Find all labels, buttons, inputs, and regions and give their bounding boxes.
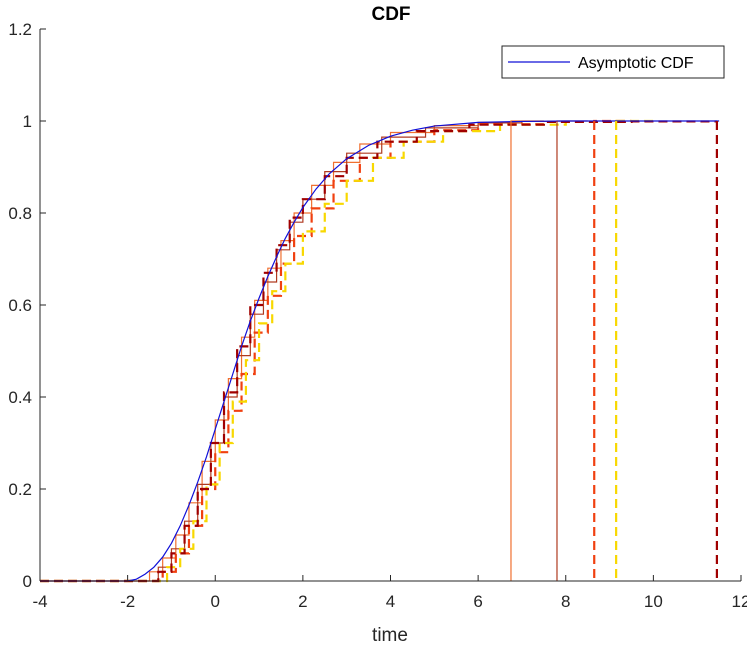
- y-tick-label: 1.2: [8, 20, 32, 39]
- legend: Asymptotic CDF: [501, 45, 725, 79]
- x-tick-label: 10: [644, 592, 663, 611]
- y-tick-label: 1: [23, 112, 32, 131]
- x-tick-label: 6: [473, 592, 482, 611]
- x-tick-label: 4: [386, 592, 395, 611]
- x-axis-title: time: [372, 625, 408, 646]
- x-tick-label: -4: [32, 592, 47, 611]
- series-line-run-1: [40, 120, 544, 582]
- series-line-run-4: [40, 119, 654, 583]
- x-tick-label: 12: [732, 592, 747, 611]
- x-tick-label: 2: [298, 592, 307, 611]
- x-ticks: -4 -2 0 2 4 6 8 10 12: [32, 575, 747, 611]
- x-tick-label: 8: [561, 592, 570, 611]
- chart-title: CDF: [371, 4, 410, 25]
- x-tick-label: -2: [120, 592, 135, 611]
- y-tick-label: 0.6: [8, 296, 32, 315]
- y-tick-label: 0.2: [8, 480, 32, 499]
- y-tick-label: 0.4: [8, 388, 32, 407]
- series-line-run-2: [40, 120, 588, 582]
- x-tick-label: 0: [211, 592, 220, 611]
- legend-label: Asymptotic CDF: [578, 55, 694, 72]
- series-line-run-3: [40, 119, 632, 583]
- series-line-asymptotic-cdf: [40, 120, 720, 582]
- y-ticks: 0 0.2 0.4 0.6 0.8 1 1.2: [8, 20, 46, 591]
- y-tick-label: 0: [23, 572, 32, 591]
- plot-area: [40, 119, 720, 583]
- y-tick-label: 0.8: [8, 204, 32, 223]
